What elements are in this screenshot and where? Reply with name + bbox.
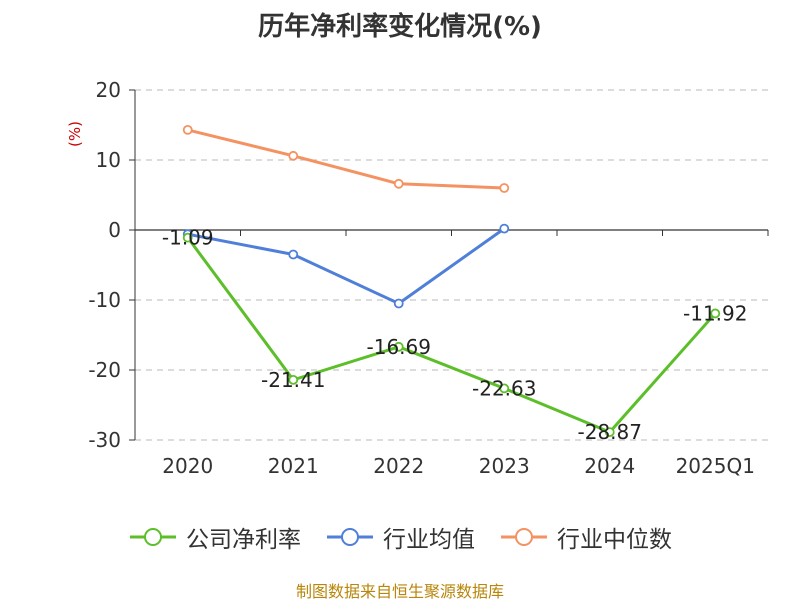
data-label: -21.41 [261,368,325,392]
series-lines [182,124,721,437]
data-point [499,383,510,394]
x-tick-label: 2025Q1 [676,454,755,478]
data-label: -1.09 [162,226,214,250]
data-labels: -1.09 -21.41 -16.69 -22.63 -28.87 -11.92 [162,226,748,444]
data-label: -22.63 [472,376,536,400]
data-point [604,427,615,437]
y-tick-label: -20 [88,358,121,382]
y-tick-label: 10 [96,148,121,172]
legend-item-2: 行业中位数 [499,520,672,554]
legend-label: 公司净利率 [186,527,301,553]
data-point [499,183,510,193]
data-point [393,341,404,352]
x-tick-label: 2023 [479,454,530,478]
y-tick-label: 0 [108,218,121,242]
data-point [393,178,404,189]
data-point [182,232,193,243]
data-label: -11.92 [683,301,747,325]
x-tick-label: 2021 [268,454,319,478]
source-note: 制图数据来自恒生聚源数据库 [295,582,504,601]
data-label: -28.87 [578,420,642,444]
data-point [288,249,299,260]
x-tick-label: 2022 [373,454,424,478]
data-point [393,298,404,309]
data-point [182,124,193,135]
legend-label: 行业均值 [383,527,475,553]
series-line-0 [186,236,717,434]
data-point [288,150,299,161]
line-chart: 20 10 0 -10 -20 -30 2020 2021 2022 2023 2024 2025Q1… [88,78,769,478]
x-tick-label: 2020 [162,454,213,478]
legend-swatch-icon [130,528,176,546]
legend: 公司净利率 行业均值 行业中位数 [0,520,800,554]
data-label: -16.69 [367,335,431,359]
data-point [288,374,299,385]
y-tick-label: -30 [88,428,121,452]
legend-swatch-icon [501,528,547,546]
series-line-2 [187,128,505,190]
x-tick-label: 2024 [584,454,635,478]
legend-label: 行业中位数 [557,527,672,553]
y-tick-label: -10 [88,288,121,312]
legend-swatch-icon [327,528,373,546]
y-tick-label: 20 [96,78,121,102]
data-point [710,308,721,319]
chart-title: 历年净利率变化情况(%) [258,12,542,42]
legend-item-1: 行业均值 [325,520,475,554]
data-point [499,223,510,234]
series-line-1 [187,227,506,305]
axes: 20 10 0 -10 -20 -30 2020 2021 2022 2023 2024 2025Q1 [88,78,769,478]
legend-item-0: 公司净利率 [128,520,301,554]
